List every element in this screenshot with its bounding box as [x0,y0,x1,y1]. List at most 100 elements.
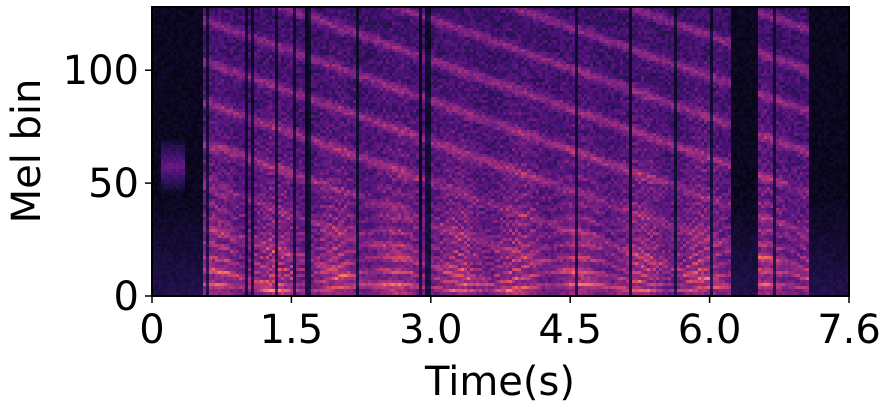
heatmap-cell [185,16,189,20]
heatmap-cell [158,265,162,269]
heatmap-cell [197,55,201,59]
heatmap-cell [188,82,192,86]
heatmap-cell [287,262,291,266]
heatmap-cell [221,94,225,98]
heatmap-cell [257,148,261,152]
heatmap-cell [158,124,162,128]
heatmap-cell [191,217,195,221]
heatmap-cell [218,181,222,185]
heatmap-cell [176,109,180,113]
heatmap-cell [212,40,216,44]
heatmap-cell [257,229,261,233]
heatmap-cell [296,253,300,257]
heatmap-cell [290,163,294,167]
heatmap-cell [179,133,183,137]
heatmap-cell [239,94,243,98]
heatmap-cell [158,163,162,167]
heatmap-cell [185,109,189,113]
heatmap-cell [203,25,207,29]
heatmap-cell [251,160,255,164]
heatmap-cell [200,223,204,227]
heatmap-cell [239,286,243,290]
heatmap-cell [179,244,183,248]
heatmap-cell [233,40,237,44]
heatmap-cell [254,115,258,119]
heatmap-cell [230,76,234,80]
heatmap-cell [152,214,156,218]
heatmap-cell [290,67,294,71]
heatmap-cell [179,112,183,116]
heatmap-cell [152,109,156,113]
heatmap-cell [152,169,156,173]
heatmap-cell [236,70,240,74]
heatmap-cell [251,76,255,80]
heatmap-cell [167,253,171,257]
heatmap-cell [245,286,249,290]
heatmap-cell [254,175,258,179]
heatmap-cell [170,73,174,77]
heatmap-cell [164,274,168,278]
heatmap-cell [233,67,237,71]
heatmap-cell [230,274,234,278]
heatmap-cell [299,112,303,116]
heatmap-cell [152,265,156,269]
heatmap-cell [281,169,285,173]
heatmap-cell [302,79,306,83]
heatmap-cell [236,76,240,80]
heatmap-cell [197,49,201,53]
heatmap-cell [158,91,162,95]
heatmap-cell [224,109,228,113]
heatmap-cell [194,178,198,182]
heatmap-cell [227,166,231,170]
heatmap-cell [152,22,156,26]
heatmap-cell [266,130,270,134]
heatmap-cell [263,229,267,233]
heatmap-cell [302,283,306,287]
heatmap-cell [275,226,279,230]
heatmap-cell [176,31,180,35]
heatmap-cell [290,286,294,290]
heatmap-cell [284,277,288,281]
heatmap-cell [179,229,183,233]
heatmap-cell [227,241,231,245]
heatmap-cell [203,115,207,119]
heatmap-cell [284,25,288,29]
heatmap-cell [179,40,183,44]
heatmap-cell [224,289,228,293]
heatmap-cell [275,139,279,143]
heatmap-cell [242,109,246,113]
heatmap-cell [173,106,177,110]
heatmap-cell [230,172,234,176]
heatmap-cell [269,136,273,140]
heatmap-cell [239,130,243,134]
heatmap-cell [257,217,261,221]
heatmap-cell [221,160,225,164]
heatmap-cell [260,58,264,62]
heatmap-cell [257,13,261,17]
heatmap-cell [173,160,177,164]
heatmap-cell [221,55,225,59]
heatmap-cell [200,199,204,203]
heatmap-cell [278,10,282,14]
heatmap-cell [248,55,252,59]
heatmap-cell [293,235,297,239]
heatmap-cell [155,94,159,98]
heatmap-cell [278,205,282,209]
heatmap-cell [293,46,297,50]
heatmap-cell [257,286,261,290]
heatmap-cell [239,211,243,215]
heatmap-cell [215,121,219,125]
heatmap-cell [266,124,270,128]
heatmap-cell [182,289,186,293]
heatmap-cell [179,217,183,221]
heatmap-cell [185,94,189,98]
heatmap-cell [260,25,264,29]
heatmap-cell [257,121,261,125]
heatmap-cell [182,175,186,179]
heatmap-cell [161,280,165,284]
heatmap-cell [302,259,306,263]
spectrogram-heatmap [152,7,849,296]
heatmap-cell [224,196,228,200]
heatmap-cell [269,25,273,29]
heatmap-cell [215,172,219,176]
